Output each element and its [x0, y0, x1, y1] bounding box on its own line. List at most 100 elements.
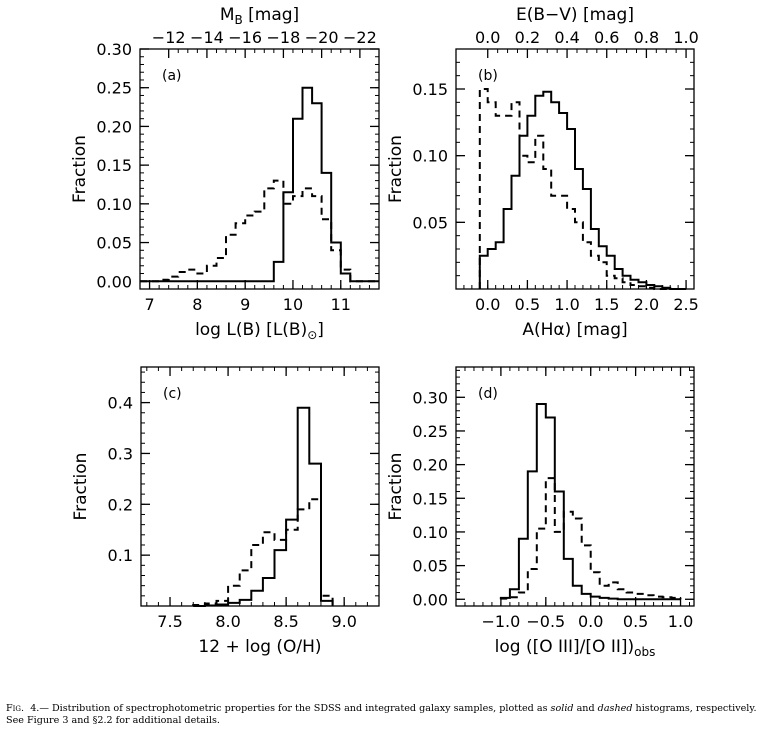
x-axis-title: A(Hα) [mag] [522, 320, 627, 340]
plot-frame [139, 48, 380, 290]
x-axis-title-tail: ] [317, 320, 324, 340]
top-tick-label: −22 [343, 28, 377, 47]
x-tick-label: 0.5 [623, 612, 648, 631]
panel-a: 7 8 9 10 110.000.050.100.150.200.250.30−12 −1… [70, 5, 380, 342]
panel-label: (c) [163, 386, 182, 402]
x-tick-label: 7.5 [157, 612, 182, 631]
x-tick-label: 2.5 [673, 295, 698, 314]
x-tick-label: 0.0 [578, 612, 603, 631]
y-tick-label: 0.10 [412, 147, 448, 166]
x-tick-label: 0.5 [515, 295, 540, 314]
y-tick-label: 0.00 [412, 590, 448, 609]
x-tick-label: 2.0 [634, 295, 659, 314]
x-tick-label: −1.0 [481, 612, 520, 631]
histogram-dashed-series [140, 179, 379, 283]
x-tick-label: 1.0 [554, 295, 579, 314]
y-tick-label: 0.25 [96, 79, 132, 98]
x-tick-label: 7 [144, 295, 154, 314]
y-tick-label: 0.15 [96, 156, 132, 175]
top-tick-label: −16 [228, 28, 262, 47]
y-tick-label: 0.00 [96, 272, 132, 291]
y-axis-title: Fraction [71, 453, 91, 521]
top-axis-title: MB [mag] [220, 5, 299, 27]
x-axis-title-main: log ([O III]/[O II]) [495, 637, 634, 657]
x-axis-title: log L(B) [L(B)⊙] [195, 320, 324, 342]
x-tick-label: 9 [240, 295, 250, 314]
caption-text-1: Distribution of spectrophotometric prope… [48, 703, 551, 714]
x-tick-label: 0.0 [475, 295, 500, 314]
top-tick-label: 0.8 [634, 28, 659, 47]
y-tick-label: 0.30 [412, 388, 448, 407]
caption-dashed-word: dashed [597, 703, 633, 714]
x-tick-label: 1.0 [668, 612, 693, 631]
y-axis-title: Fraction [386, 135, 406, 203]
panel-c: 7.5 8.0 8.5 9.0 0.1 0.2 0.3 0.4 12 + log (O/H) Fr… [71, 366, 380, 657]
top-tick-label: −12 [152, 28, 186, 47]
histogram-solid-series [478, 90, 687, 290]
x-axis-title-main: log L(B) [L(B) [195, 320, 307, 340]
caption-text-2: and [573, 703, 598, 714]
y-tick-label: 0.30 [96, 40, 132, 59]
x-tick-label: 11 [331, 295, 351, 314]
top-axis-title: E(B−V) [mag] [516, 5, 634, 25]
plot-frame [455, 366, 695, 607]
x-tick-label: 1.5 [594, 295, 619, 314]
histogram-solid-series [193, 406, 334, 607]
y-tick-label: 0.3 [108, 444, 133, 463]
x-tick-label: 9.0 [331, 612, 356, 631]
top-tick-label: −14 [190, 28, 224, 47]
y-tick-label: 0.05 [96, 234, 132, 253]
caption-fig-label: Fig. [6, 703, 25, 714]
top-tick-label: −20 [305, 28, 339, 47]
top-tick-label: 0.6 [594, 28, 619, 47]
y-tick-label: 0.15 [412, 489, 448, 508]
histogram-dashed-series [478, 88, 687, 290]
panel-label: (b) [478, 68, 498, 84]
top-tick-label: −18 [267, 28, 301, 47]
top-tick-label: 0.2 [515, 28, 540, 47]
caption-solid-word: solid [550, 703, 574, 714]
y-tick-label: 0.4 [108, 394, 133, 413]
top-axis-title-main: M [220, 5, 235, 25]
y-tick-label: 0.20 [96, 117, 132, 136]
figure-caption: Fig. 4.— Distribution of spectrophotomet… [6, 703, 774, 727]
histogram-solid-series [499, 403, 681, 601]
y-tick-label: 0.15 [412, 80, 448, 99]
y-tick-label: 0.10 [96, 195, 132, 214]
panel-d: −1.0 −0.5 0.0 0.5 1.0 0.00 0.05 0.10 0.15 0.20 0.2… [386, 366, 695, 659]
caption-fig-number: 4.— [30, 703, 49, 714]
y-tick-label: 0.1 [108, 546, 133, 565]
top-axis-title-main: E(B−V) [mag] [516, 5, 634, 25]
y-tick-label: 0.20 [412, 456, 448, 475]
x-tick-label: 8.5 [273, 612, 298, 631]
x-axis-title-main: A(Hα) [mag] [522, 320, 627, 340]
x-tick-label: 8.0 [215, 612, 240, 631]
x-axis-title-sub: ⊙ [307, 328, 317, 342]
plot-frame [140, 366, 380, 607]
y-tick-label: 0.10 [412, 523, 448, 542]
top-axis-title-tail: [mag] [243, 5, 299, 25]
y-tick-label: 0.2 [108, 495, 133, 514]
y-tick-label: 0.05 [412, 213, 448, 232]
top-tick-label: 0.0 [475, 28, 500, 47]
panel-label: (a) [162, 68, 182, 84]
x-axis-title-sub: obs [634, 645, 655, 659]
x-tick-label: 8 [192, 295, 202, 314]
y-axis-title: Fraction [70, 135, 90, 203]
x-tick-label: −0.5 [526, 612, 565, 631]
top-tick-label: 0.4 [554, 28, 579, 47]
top-axis-title-sub: B [235, 13, 243, 27]
y-axis-title: Fraction [386, 453, 406, 521]
histogram-solid-series [140, 86, 379, 283]
y-tick-label: 0.25 [412, 422, 448, 441]
top-tick-label: 1.0 [673, 28, 698, 47]
panel-b: 0.0 0.5 1.0 1.5 2.0 2.5 0.05 0.10 0.15 0.0 0.2 0.4 0… [386, 5, 699, 340]
histogram-dashed-series [499, 477, 682, 600]
panel-label: (d) [478, 386, 498, 402]
x-axis-title-main: 12 + log (O/H) [198, 637, 321, 657]
x-tick-label: 10 [283, 295, 303, 314]
x-axis-title: log ([O III]/[O II])obs [495, 637, 656, 659]
x-axis-title: 12 + log (O/H) [198, 637, 321, 657]
caption-text-3: histograms, respectively. See Figure 3 a… [6, 703, 757, 726]
